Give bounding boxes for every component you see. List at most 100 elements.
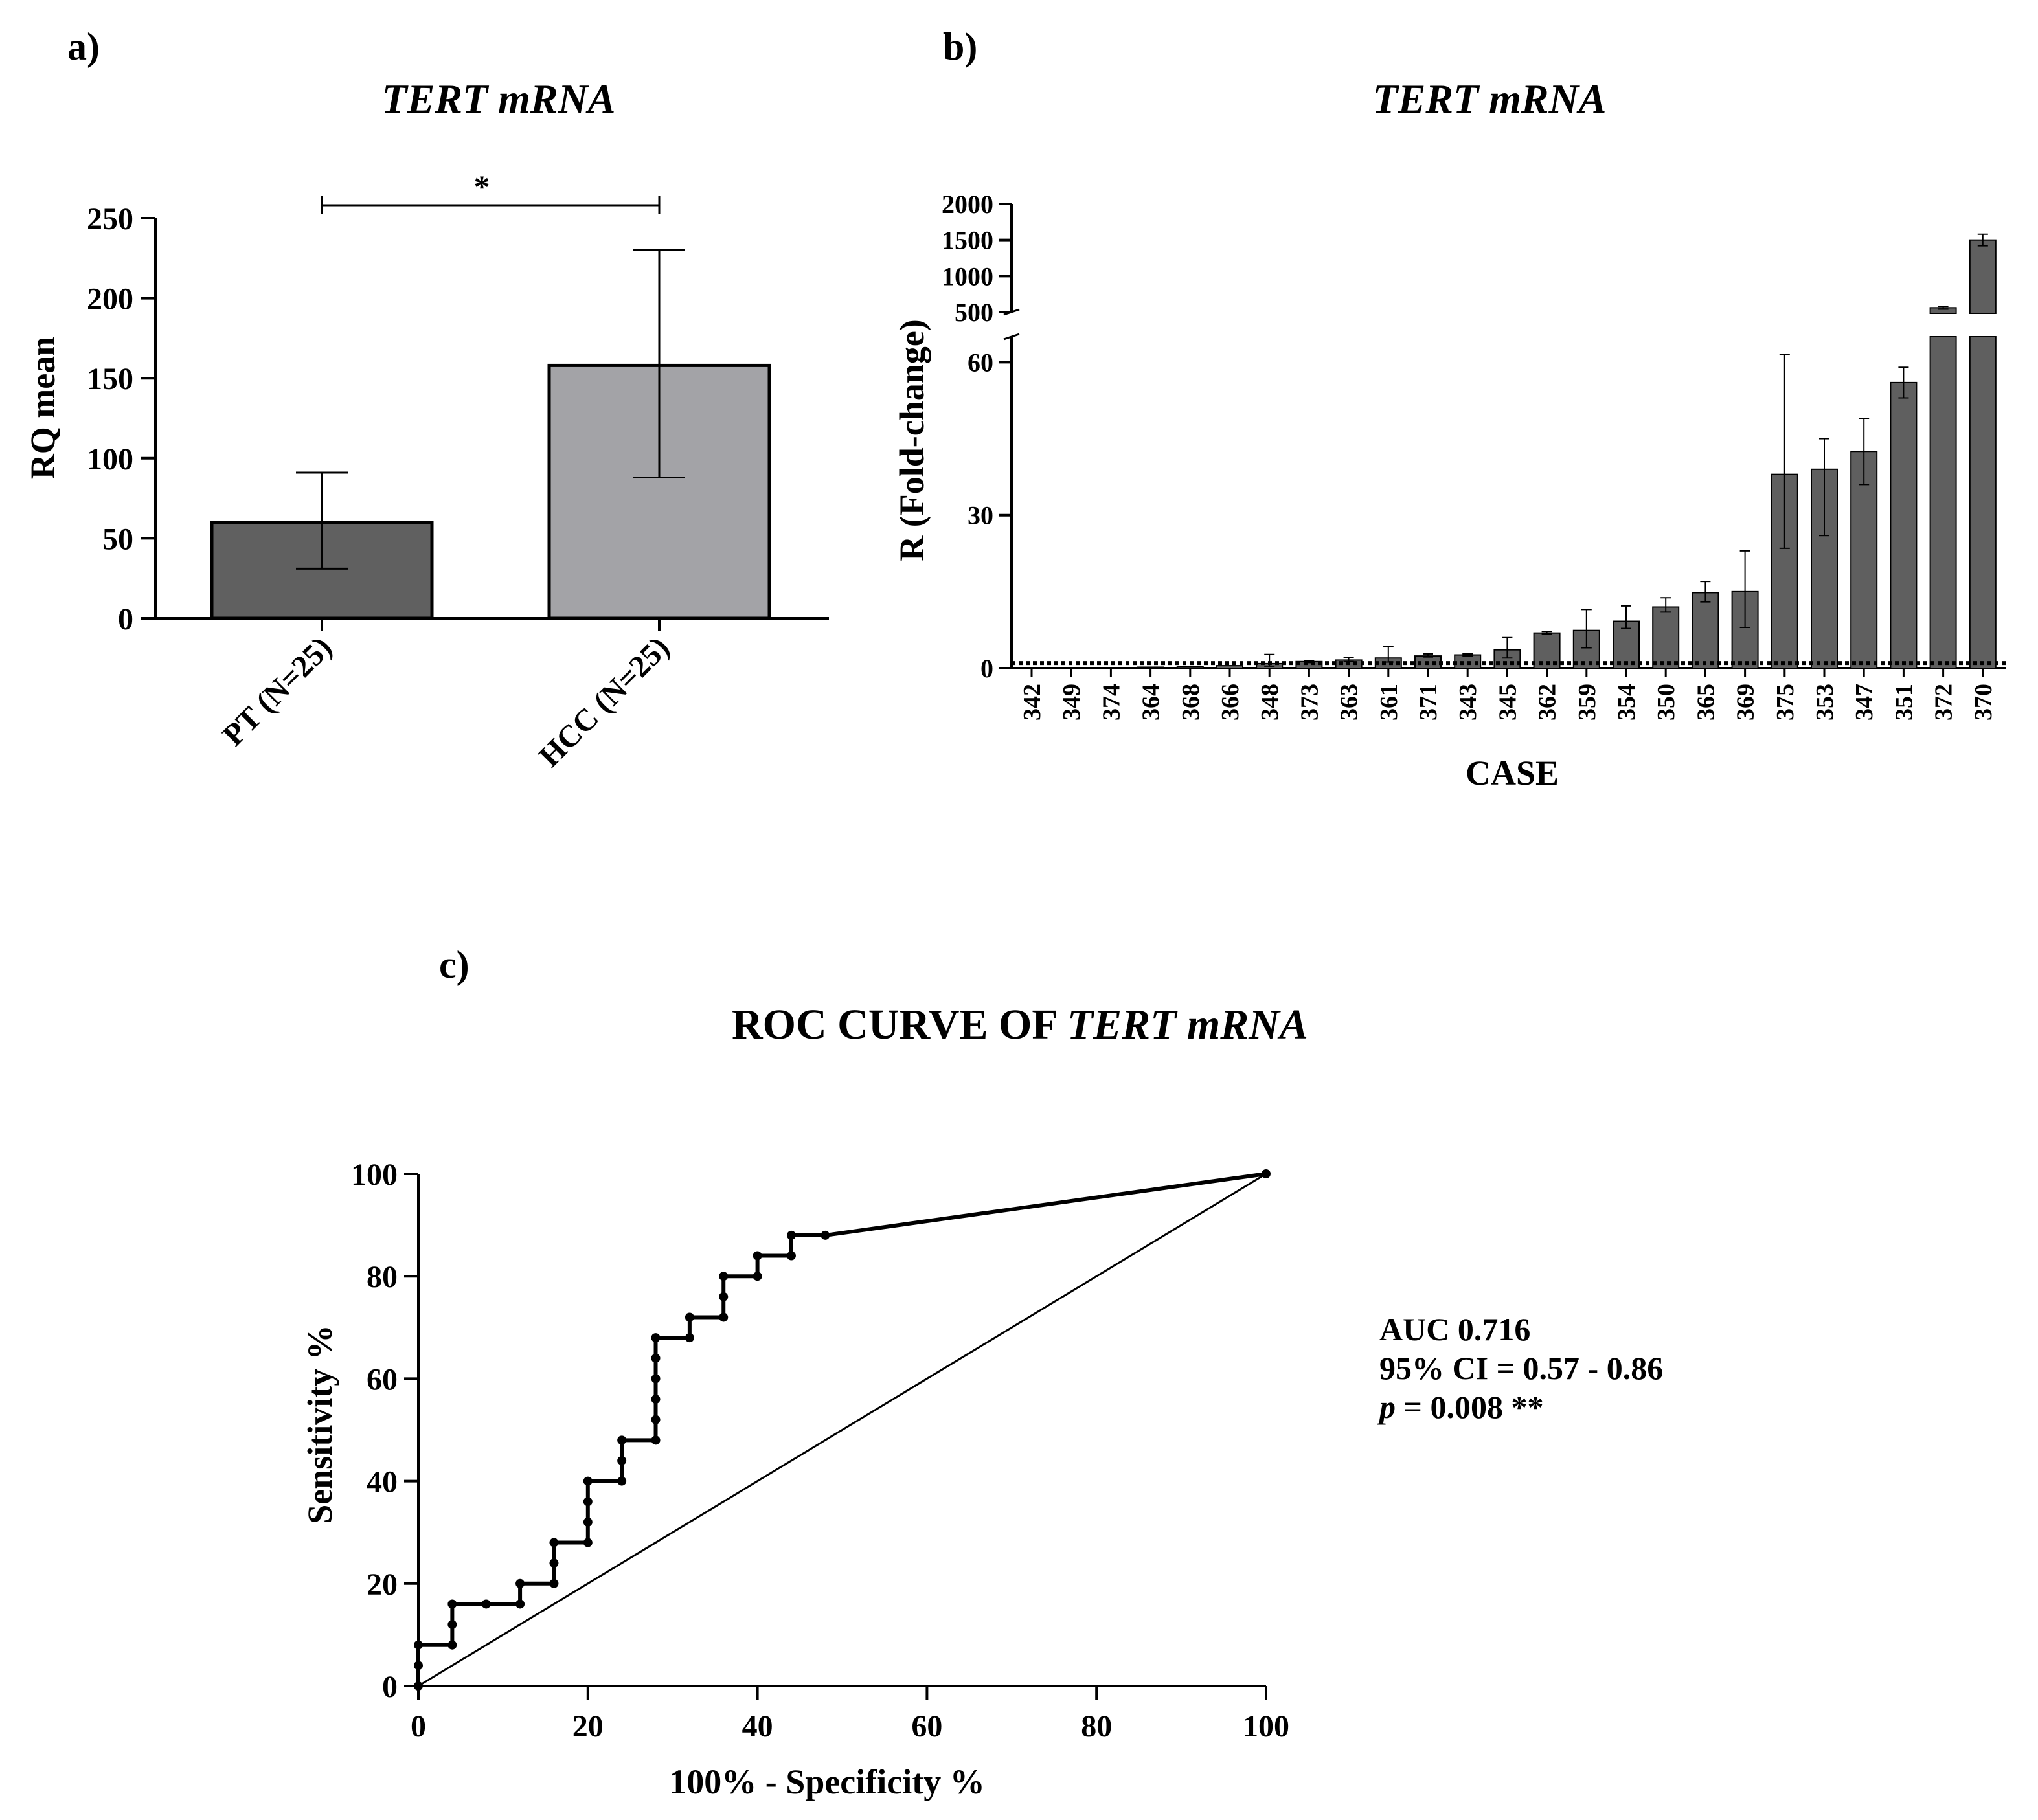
bar <box>1850 451 1878 669</box>
panel-c-label: c) <box>439 943 470 986</box>
y-tick-label: 500 <box>955 298 993 327</box>
y-tick-label: 200 <box>87 282 133 317</box>
roc-point <box>583 1538 593 1547</box>
axis-break-mark <box>1003 333 1020 341</box>
panel-b-xlabel: CASE <box>1466 754 1559 792</box>
x-tick-label: 40 <box>742 1709 773 1744</box>
y-tick-label: 0 <box>382 1670 398 1704</box>
panel-c-ylabel: Sensitivity % <box>300 1325 339 1524</box>
bar <box>1692 592 1719 669</box>
roc-point <box>447 1640 457 1650</box>
y-tick-label: 2000 <box>942 190 993 219</box>
bar-break-gap <box>1927 316 1959 333</box>
panel-a-label: a) <box>67 25 100 68</box>
roc-point <box>515 1578 525 1588</box>
y-tick-label: 60 <box>968 348 993 377</box>
x-tick-label: 351 <box>1890 684 1918 721</box>
bar-break-gap <box>1967 316 1998 333</box>
panel-b: b) TERT mRNA R (Fold-change) CASE 0 30 60 5… <box>892 25 2006 792</box>
y-tick-label: 50 <box>102 522 133 556</box>
x-tick-label: 363 <box>1336 684 1363 721</box>
bar <box>1137 666 1164 669</box>
roc-curve-line <box>416 1172 1267 1686</box>
x-tick-label: 347 <box>1851 684 1878 721</box>
panel-c-title: ROC CURVE OF TERT mRNA <box>732 1001 1308 1048</box>
roc-point <box>753 1272 762 1281</box>
roc-point <box>651 1415 661 1424</box>
panel-c-ticks: 0 20 40 60 80 100 0 20 40 60 80 100 <box>351 1158 1289 1744</box>
panel-a-ylabel: RQ mean <box>23 337 62 479</box>
roc-point <box>719 1272 729 1281</box>
panel-c-axes <box>417 1174 1266 1687</box>
y-tick-label: 100 <box>351 1158 398 1192</box>
x-tick-label: 366 <box>1217 684 1244 721</box>
roc-annotation: AUC 0.716 95% CI = 0.57 - 0.86 p = 0.008… <box>1377 1311 1663 1425</box>
roc-point <box>651 1395 661 1404</box>
panel-c: c) ROC CURVE OF TERT mRNA Sensitivity % … <box>300 943 1663 1801</box>
roc-point <box>549 1538 559 1547</box>
panel-c-xlabel: 100% - Specificity % <box>669 1762 984 1801</box>
bar <box>1176 666 1204 669</box>
roc-point <box>685 1312 694 1322</box>
x-tick-label: 353 <box>1811 684 1839 721</box>
roc-point <box>414 1640 423 1650</box>
x-tick-label: PT (N=25) <box>216 630 339 752</box>
roc-point <box>821 1230 830 1240</box>
panel-b-error-bars <box>1264 233 1988 667</box>
roc-point <box>617 1435 627 1445</box>
roc-point <box>786 1230 796 1240</box>
y-tick-label: 60 <box>367 1362 398 1397</box>
x-tick-label: 369 <box>1732 684 1760 721</box>
y-tick-label: 1000 <box>942 262 993 291</box>
roc-point <box>583 1497 593 1507</box>
roc-point <box>583 1517 593 1527</box>
ci-text: 95% CI = 0.57 - 0.86 <box>1379 1350 1663 1386</box>
x-tick-label: 364 <box>1138 684 1165 721</box>
bar-lower-part <box>1969 336 1997 669</box>
x-tick-label: 362 <box>1534 684 1561 721</box>
roc-point <box>651 1435 661 1445</box>
roc-point <box>447 1599 457 1609</box>
x-tick-label: 343 <box>1455 684 1482 721</box>
x-tick-label: 80 <box>1081 1709 1112 1744</box>
x-tick-label: 100 <box>1243 1709 1289 1744</box>
x-tick-label: 371 <box>1415 684 1442 721</box>
reference-diagonal-line <box>418 1173 1267 1687</box>
x-tick-label: 349 <box>1058 684 1085 721</box>
x-tick-label: 350 <box>1653 684 1680 721</box>
p-rest: = 0.008 ** <box>1396 1389 1544 1425</box>
significance-star: * <box>474 168 490 205</box>
p-value-text: p = 0.008 ** <box>1377 1389 1544 1425</box>
panel-b-title: TERT mRNA <box>1373 76 1607 122</box>
bar <box>1890 381 1918 669</box>
bar-upper-part <box>1969 239 1997 314</box>
roc-point <box>651 1353 661 1363</box>
panel-a-significance: * <box>321 168 661 214</box>
roc-point <box>549 1578 559 1588</box>
bar-lower-part <box>1929 336 1957 669</box>
roc-point <box>719 1312 729 1322</box>
roc-point <box>651 1374 661 1384</box>
x-tick-label: 370 <box>1970 684 1997 721</box>
roc-point <box>617 1455 627 1465</box>
panel-c-title-italic: TERT mRNA <box>1067 1001 1308 1048</box>
panel-a-title: TERT mRNA <box>382 76 616 122</box>
roc-point <box>481 1599 491 1609</box>
roc-point <box>414 1661 423 1670</box>
roc-point <box>549 1558 559 1568</box>
roc-point <box>617 1476 627 1486</box>
y-tick-label: 30 <box>968 501 993 530</box>
roc-point <box>685 1333 694 1343</box>
panel-c-points <box>414 1169 1271 1691</box>
x-tick-label: 375 <box>1772 684 1799 721</box>
roc-point <box>651 1333 661 1343</box>
x-tick-label: 365 <box>1692 684 1719 721</box>
auc-text: AUC 0.716 <box>1379 1311 1530 1347</box>
x-tick-label: 359 <box>1574 684 1601 721</box>
p-italic: p <box>1377 1389 1396 1425</box>
y-tick-label: 250 <box>87 202 133 236</box>
panel-a-bars <box>210 363 771 620</box>
bar <box>1652 606 1680 669</box>
